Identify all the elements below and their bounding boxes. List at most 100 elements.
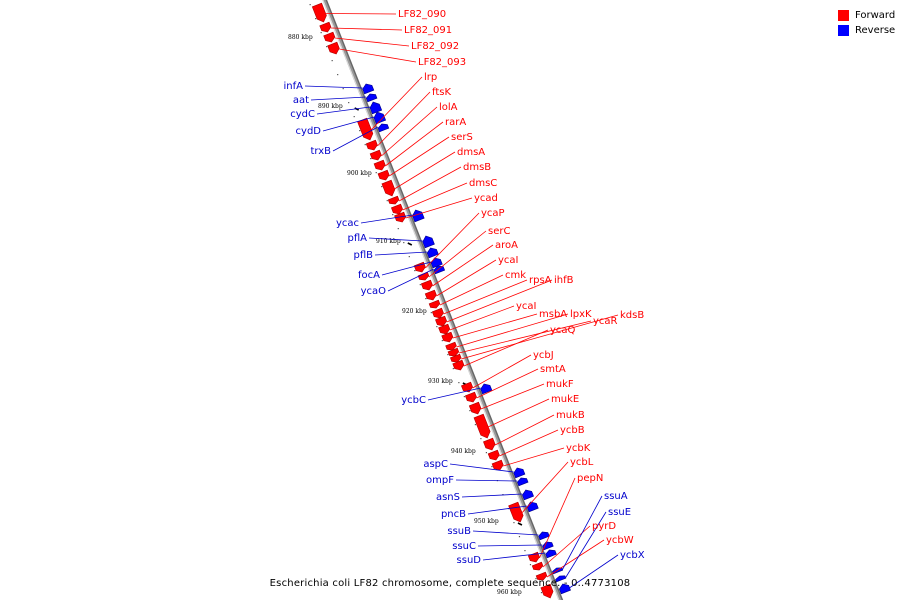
forward-gene-label: ycad <box>474 193 498 204</box>
reverse-gene-label: ssuE <box>608 507 631 518</box>
forward-gene-label: kdsB <box>620 310 644 321</box>
backbone-highlight <box>322 0 560 600</box>
reverse-gene-arrow <box>373 111 387 125</box>
reverse-gene-label: pncB <box>441 509 466 520</box>
forward-gene-label: LF82_091 <box>404 25 452 36</box>
minor-tick <box>485 452 488 454</box>
minor-tick <box>348 102 350 104</box>
forward-gene-label: ycaI <box>516 301 537 312</box>
forward-gene-label: mukE <box>551 394 579 405</box>
reverse-leader-line <box>449 463 514 473</box>
reverse-gene-arrow <box>369 101 383 115</box>
forward-leader-line <box>503 447 565 467</box>
tick-mark <box>517 522 523 526</box>
forward-leader-line <box>499 429 559 457</box>
forward-leader-line <box>546 539 605 578</box>
minor-tick <box>518 536 521 538</box>
forward-gene-arrow <box>527 551 540 563</box>
forward-leader-line <box>325 13 397 15</box>
forward-leader-line <box>521 461 569 514</box>
forward-leader-line <box>494 414 555 446</box>
reverse-gene-arrow <box>426 247 439 259</box>
forward-gene-arrow <box>373 159 386 171</box>
forward-leader-line <box>432 244 494 287</box>
forward-gene-label: pepN <box>577 473 603 484</box>
legend: Forward Reverse <box>838 8 895 38</box>
minor-tick <box>375 172 377 174</box>
chromosome-backbone <box>322 0 564 600</box>
forward-gene-label: lrp <box>424 72 437 83</box>
reverse-gene-arrow <box>513 467 526 479</box>
forward-gene-label: ycbW <box>606 535 634 546</box>
forward-gene-arrow <box>327 41 340 55</box>
gene-arrows <box>311 2 571 599</box>
forward-gene-arrow <box>464 391 477 403</box>
minor-tick <box>441 340 443 342</box>
forward-leader-line <box>334 37 410 47</box>
forward-gene-arrow <box>487 449 500 461</box>
forward-gene-arrow <box>438 323 451 335</box>
reverse-gene-arrow <box>516 477 529 487</box>
reverse-gene-label: ssuD <box>457 555 482 566</box>
forward-gene-label: ycaQ <box>550 325 576 336</box>
forward-gene-arrow <box>452 359 465 371</box>
reverse-gene-arrow <box>433 265 446 275</box>
forward-gene-arrow <box>540 583 554 599</box>
minor-tick <box>386 200 388 202</box>
reverse-gene-arrow <box>526 501 539 513</box>
forward-gene-label: cmk <box>505 270 526 281</box>
reverse-leader-line <box>561 495 603 571</box>
minor-tick <box>359 130 361 132</box>
forward-gene-label: dmsA <box>457 147 485 158</box>
reverse-gene-label: cydC <box>290 109 315 120</box>
reverse-gene-label: ycbC <box>401 395 426 406</box>
minor-tick <box>447 354 449 356</box>
reverse-gene-arrow <box>480 383 493 395</box>
minor-tick <box>480 438 482 440</box>
reverse-gene-arrow <box>538 531 550 541</box>
minor-tick <box>524 550 526 552</box>
forward-gene-arrow <box>483 437 496 451</box>
reverse-gene-label: trxB <box>310 146 331 157</box>
forward-gene-label: lpxK <box>570 309 592 320</box>
forward-leader-line <box>439 274 504 306</box>
forward-gene-arrow <box>535 571 548 581</box>
forward-leader-line <box>436 259 497 297</box>
reverse-leader-line <box>569 554 619 589</box>
reverse-gene-arrow <box>545 549 557 559</box>
reverse-leader-line <box>427 387 481 401</box>
forward-leader-line <box>452 313 538 339</box>
reverse-gene-label: ssuB <box>447 526 471 537</box>
forward-leader-line <box>385 121 444 167</box>
legend-forward: Forward <box>838 8 895 23</box>
forward-leader-line <box>339 48 417 63</box>
minor-tick <box>331 60 333 62</box>
forward-leader-line <box>394 151 456 190</box>
minor-tick <box>529 564 532 566</box>
reverse-gene-label: ssuC <box>452 541 476 552</box>
forward-gene-label: rpsA <box>529 275 552 286</box>
reverse-leader-line <box>322 116 375 132</box>
forward-leader-line <box>480 383 545 410</box>
forward-gene-label: LF82_093 <box>418 57 466 68</box>
reverse-leader-line <box>316 106 371 115</box>
reverse-leader-line <box>374 251 428 256</box>
forward-gene-label: ihfB <box>554 275 574 286</box>
minor-tick <box>397 228 399 230</box>
forward-gene-arrow <box>431 307 444 319</box>
tick-label: 880 kbp <box>288 34 313 41</box>
forward-gene-label: LF82_092 <box>411 41 459 52</box>
reverse-leader-line <box>304 85 363 89</box>
minor-tick <box>326 46 328 48</box>
backbone-line <box>322 0 562 600</box>
minor-tick <box>535 578 537 580</box>
minor-tick <box>315 18 317 20</box>
forward-gene-label: ycbL <box>570 457 594 468</box>
forward-gene-arrow <box>445 341 457 351</box>
reverse-leader-line <box>310 96 367 101</box>
forward-gene-label: ycbB <box>560 425 585 436</box>
reverse-leader-line <box>360 214 413 224</box>
reverse-gene-label: aspC <box>423 459 448 470</box>
forward-gene-label: rarA <box>445 117 466 128</box>
